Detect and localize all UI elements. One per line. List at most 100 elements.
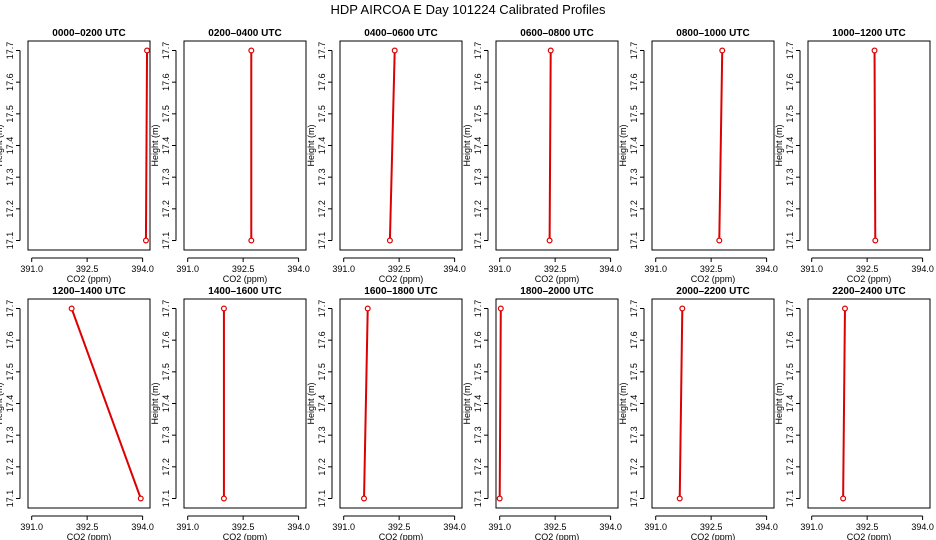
panel-title: 1400–1600 UTC <box>208 286 281 297</box>
y-tick-label: 17.3 <box>317 426 327 444</box>
x-tick-label: 392.5 <box>856 522 879 532</box>
profile-point <box>361 495 368 502</box>
y-tick-label: 17.4 <box>473 395 483 413</box>
x-tick-label: 392.5 <box>76 522 99 532</box>
y-tick-label: 17.6 <box>473 73 483 91</box>
y-tick-label: 17.3 <box>473 426 483 444</box>
x-tick-label: 391.0 <box>644 264 667 274</box>
x-axis-label: CO2 (ppm) <box>379 532 424 540</box>
y-tick-label: 17.3 <box>161 426 171 444</box>
y-tick-label: 17.1 <box>317 232 327 250</box>
profile-line <box>548 50 552 241</box>
plot-frame <box>807 40 931 251</box>
x-tick-label: 394.0 <box>443 522 466 532</box>
y-tick-label: 17.3 <box>629 426 639 444</box>
x-tick-label: 391.0 <box>332 522 355 532</box>
panel-title: 0200–0400 UTC <box>208 28 281 39</box>
x-tick-label: 392.5 <box>232 264 255 274</box>
x-tick-label: 394.0 <box>131 264 154 274</box>
y-tick-label: 17.6 <box>629 73 639 91</box>
y-tick-label: 17.7 <box>317 42 327 60</box>
y-tick-label: 17.7 <box>473 300 483 318</box>
y-tick-label: 17.1 <box>161 490 171 508</box>
x-axis-label: CO2 (ppm) <box>535 532 580 540</box>
x-tick-label: 391.0 <box>488 522 511 532</box>
panel-title: 1200–1400 UTC <box>52 286 125 297</box>
profile-line <box>70 308 142 499</box>
y-axis-label: Height (m) <box>462 124 472 166</box>
y-tick-label: 17.5 <box>5 105 15 123</box>
y-tick-label: 17.5 <box>785 105 795 123</box>
profile-point <box>716 237 723 244</box>
x-tick-label: 392.5 <box>700 522 723 532</box>
x-tick-label: 391.0 <box>800 522 823 532</box>
x-tick-label: 394.0 <box>755 264 778 274</box>
profile-point <box>220 495 227 502</box>
y-tick-label: 17.2 <box>317 458 327 476</box>
plot-frame <box>27 298 151 509</box>
x-axis-label: CO2 (ppm) <box>67 532 112 540</box>
panel-title: 2000–2200 UTC <box>676 286 749 297</box>
x-tick-label: 392.5 <box>856 264 879 274</box>
plot-frame <box>495 40 619 251</box>
x-tick-label: 394.0 <box>131 522 154 532</box>
plot-frame <box>27 40 151 251</box>
y-tick-label: 17.2 <box>785 458 795 476</box>
x-axis-label: CO2 (ppm) <box>691 532 736 540</box>
y-tick-label: 17.2 <box>5 458 15 476</box>
y-tick-label: 17.7 <box>317 300 327 318</box>
x-tick-label: 392.5 <box>232 522 255 532</box>
panel-title: 2200–2400 UTC <box>832 286 905 297</box>
y-tick-label: 17.7 <box>629 42 639 60</box>
profile-point <box>547 47 554 54</box>
y-tick-label: 17.4 <box>317 137 327 155</box>
plot-frame <box>807 298 931 509</box>
x-tick-label: 392.5 <box>544 264 567 274</box>
profile-point <box>364 305 371 312</box>
x-axis-label: CO2 (ppm) <box>67 274 112 284</box>
x-axis-label: CO2 (ppm) <box>847 274 892 284</box>
x-axis-label: CO2 (ppm) <box>535 274 580 284</box>
y-tick-label: 17.3 <box>785 168 795 186</box>
y-tick-label: 17.6 <box>317 331 327 349</box>
profile-point <box>497 305 504 312</box>
profile-point <box>872 237 879 244</box>
y-tick-label: 17.2 <box>785 200 795 218</box>
y-tick-label: 17.6 <box>5 73 15 91</box>
y-axis-label: Height (m) <box>150 124 160 166</box>
x-tick-label: 394.0 <box>443 264 466 274</box>
x-axis-label: CO2 (ppm) <box>691 274 736 284</box>
plot-frame <box>651 298 775 509</box>
y-tick-label: 17.1 <box>785 490 795 508</box>
plot-frame <box>651 40 775 251</box>
x-tick-label: 394.0 <box>599 522 622 532</box>
y-tick-label: 17.7 <box>5 42 15 60</box>
profile-point <box>220 305 227 312</box>
x-tick-label: 391.0 <box>176 522 199 532</box>
y-tick-label: 17.2 <box>317 200 327 218</box>
y-tick-label: 17.5 <box>161 363 171 381</box>
panel-title: 0600–0800 UTC <box>520 28 593 39</box>
x-tick-label: 394.0 <box>911 522 934 532</box>
y-tick-label: 17.7 <box>473 42 483 60</box>
plot-frame <box>339 40 463 251</box>
y-tick-label: 17.1 <box>785 232 795 250</box>
panel-title: 1800–2000 UTC <box>520 286 593 297</box>
x-tick-label: 392.5 <box>544 522 567 532</box>
y-tick-label: 17.6 <box>473 331 483 349</box>
profile-line <box>498 308 502 499</box>
profile-point <box>679 305 686 312</box>
y-tick-label: 17.4 <box>161 137 171 155</box>
x-tick-label: 394.0 <box>287 264 310 274</box>
profile-line <box>678 308 684 499</box>
y-tick-label: 17.5 <box>317 363 327 381</box>
panel-title: 1000–1200 UTC <box>832 28 905 39</box>
figure-title: HDP AIRCOA E Day 101224 Calibrated Profi… <box>330 2 606 17</box>
profile-point <box>719 47 726 54</box>
y-tick-label: 17.4 <box>161 395 171 413</box>
profile-point <box>871 47 878 54</box>
y-tick-label: 17.6 <box>161 73 171 91</box>
profile-point <box>841 305 848 312</box>
y-tick-label: 17.1 <box>161 232 171 250</box>
